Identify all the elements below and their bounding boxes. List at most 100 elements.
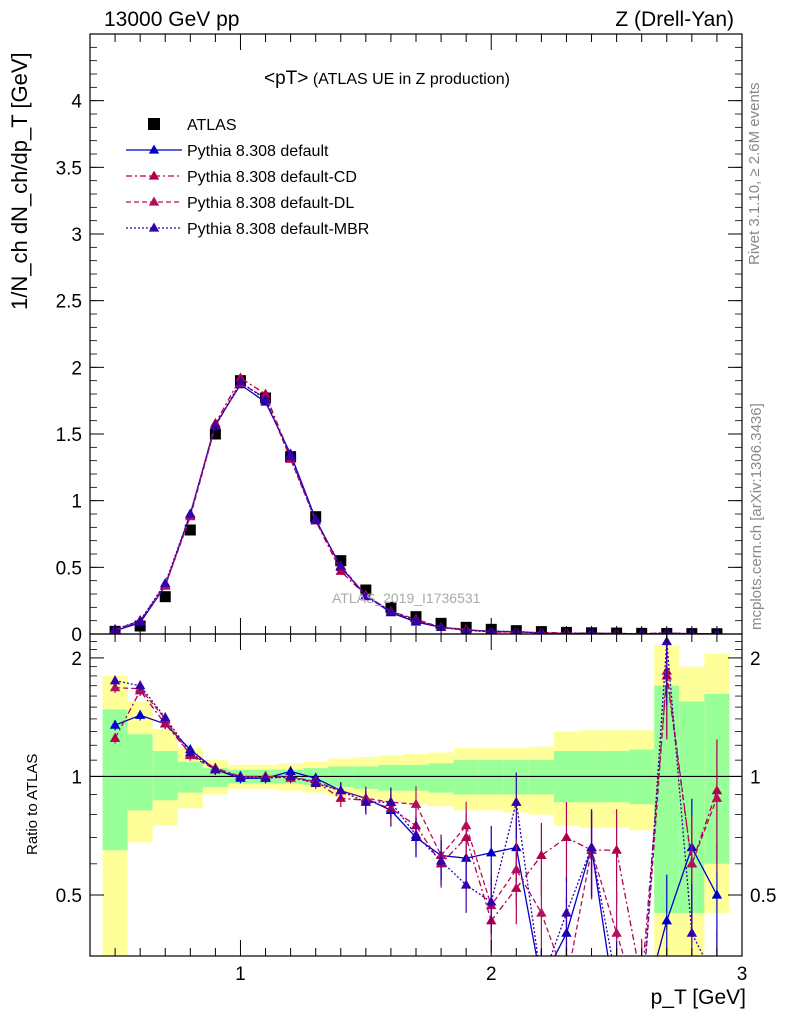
- ratio-uncertainty-bands: [90, 645, 742, 956]
- x-tick-label: 3: [737, 964, 748, 985]
- ratio-y-tick-label-right: 1: [750, 767, 761, 788]
- series-marker: [310, 515, 321, 525]
- ratio-marker: [385, 796, 397, 806]
- band-green-bin: [177, 761, 203, 793]
- ratio-marker: [335, 785, 346, 795]
- ratio-marker: [134, 680, 146, 690]
- series-marker: [385, 605, 397, 615]
- ratio-marker: [511, 864, 522, 874]
- ratio-marker: [410, 829, 422, 839]
- band-green-bin: [428, 763, 454, 793]
- legend-entry: Pythia 8.308 default-MBR: [126, 221, 369, 238]
- y-tick-label: 1.5: [56, 425, 82, 446]
- ratio-marker: [686, 927, 698, 937]
- x-axis-label: p_T [GeV]: [650, 986, 746, 1009]
- series-marker: [260, 393, 271, 403]
- ratio-marker: [611, 927, 622, 937]
- y-tick-label: 1: [71, 492, 82, 513]
- ratio-marker: [536, 907, 547, 917]
- legend-label: Pythia 8.308 default-DL: [187, 195, 354, 212]
- legend-entry: Pythia 8.308 default: [126, 143, 329, 160]
- band-green-bin: [202, 768, 228, 788]
- ratio-marker: [109, 719, 121, 729]
- ratio-series-default-mbr: [109, 634, 718, 1017]
- ratio-marker: [109, 682, 121, 692]
- band-green-bin: [528, 760, 554, 795]
- y-tick-label: 2.5: [56, 292, 82, 313]
- header-right: Z (Drell-Yan): [615, 8, 734, 31]
- legend-label: Pythia 8.308 default-MBR: [187, 221, 369, 238]
- ratio-marker: [536, 849, 547, 860]
- ratio-marker: [109, 675, 121, 685]
- band-green-bin: [102, 709, 128, 851]
- series-marker: [210, 420, 221, 430]
- ratio-marker: [410, 798, 422, 808]
- ratio-marker: [586, 842, 597, 852]
- ratio-marker: [210, 764, 221, 774]
- ratio-y-tick-label: 2: [71, 649, 82, 670]
- ratio-marker: [661, 915, 672, 925]
- legend: ATLAS Pythia 8.308 default Pythia 8.308 de…: [126, 117, 369, 238]
- ratio-marker: [435, 855, 447, 865]
- legend-marker-triangle: [148, 222, 160, 232]
- ratio-clip-group: [109, 634, 723, 1017]
- ratio-marker: [636, 1008, 646, 1017]
- legend-label: Pythia 8.308 default-CD: [187, 169, 357, 186]
- ratio-marker: [686, 858, 698, 868]
- ratio-marker: [511, 796, 522, 806]
- x-tick-label: 2: [486, 964, 497, 985]
- band-green-bin: [152, 751, 178, 801]
- ratio-marker: [561, 977, 571, 986]
- legend-entry: Pythia 8.308 default-CD: [126, 169, 357, 186]
- x-tick-label: 1: [235, 964, 246, 985]
- ratio-marker: [611, 844, 622, 854]
- ratio-marker: [561, 831, 572, 842]
- series-marker: [335, 565, 346, 575]
- series-marker: [285, 451, 296, 461]
- ratio-marker: [711, 792, 723, 802]
- y-tick-label: 0: [71, 625, 82, 646]
- series-marker: [160, 577, 171, 587]
- ratio-marker: [109, 732, 121, 742]
- ratio-marker: [460, 879, 472, 889]
- y-tick-label: 0.5: [56, 558, 82, 579]
- ratio-marker: [160, 712, 171, 722]
- series-marker: [134, 615, 146, 625]
- ratio-marker: [711, 889, 723, 899]
- ratio-marker: [310, 777, 321, 788]
- series-marker: [360, 591, 372, 601]
- series-marker: [185, 508, 196, 518]
- atlas-data-point: [159, 591, 171, 603]
- atlas-data-point: [184, 524, 196, 536]
- ratio-marker: [611, 1008, 621, 1017]
- legend-marker-triangle: [148, 170, 160, 180]
- plot-title: <pT> (ATLAS UE in Z production): [264, 68, 510, 90]
- ratio-marker: [486, 896, 497, 906]
- ratio-marker: [285, 770, 296, 781]
- plot-title-sub: (ATLAS UE in Z production): [312, 71, 510, 88]
- y-axis-label-main: 1/N_ch dN_ch/dp_T [GeV]: [7, 52, 33, 310]
- ratio-y-tick-label-right: 2: [750, 649, 761, 670]
- legend-entry: ATLAS: [148, 117, 237, 134]
- ratio-marker: [611, 977, 621, 986]
- legend-label: ATLAS: [187, 117, 237, 134]
- header-left: 13000 GeV pp: [104, 8, 240, 31]
- ratio-marker: [360, 796, 372, 806]
- side-text-top: Rivet 3.1.10, ≥ 2.6M events: [746, 82, 763, 266]
- ratio-marker: [134, 709, 146, 719]
- ratio-y-tick-label: 0.5: [56, 886, 82, 907]
- series-marker: [335, 560, 346, 570]
- band-green-bin: [453, 760, 479, 795]
- band-green-bin: [478, 760, 504, 795]
- ratio-marker: [260, 772, 271, 782]
- ratio-marker: [285, 765, 296, 775]
- atlas-data-point: [209, 428, 221, 440]
- ratio-marker: [636, 1008, 646, 1017]
- series-marker: [235, 376, 246, 386]
- series-marker: [410, 615, 422, 625]
- band-green-bin: [353, 766, 379, 789]
- ratio-marker: [636, 1008, 646, 1017]
- ratio-marker: [536, 977, 546, 986]
- ratio-marker: [636, 977, 646, 986]
